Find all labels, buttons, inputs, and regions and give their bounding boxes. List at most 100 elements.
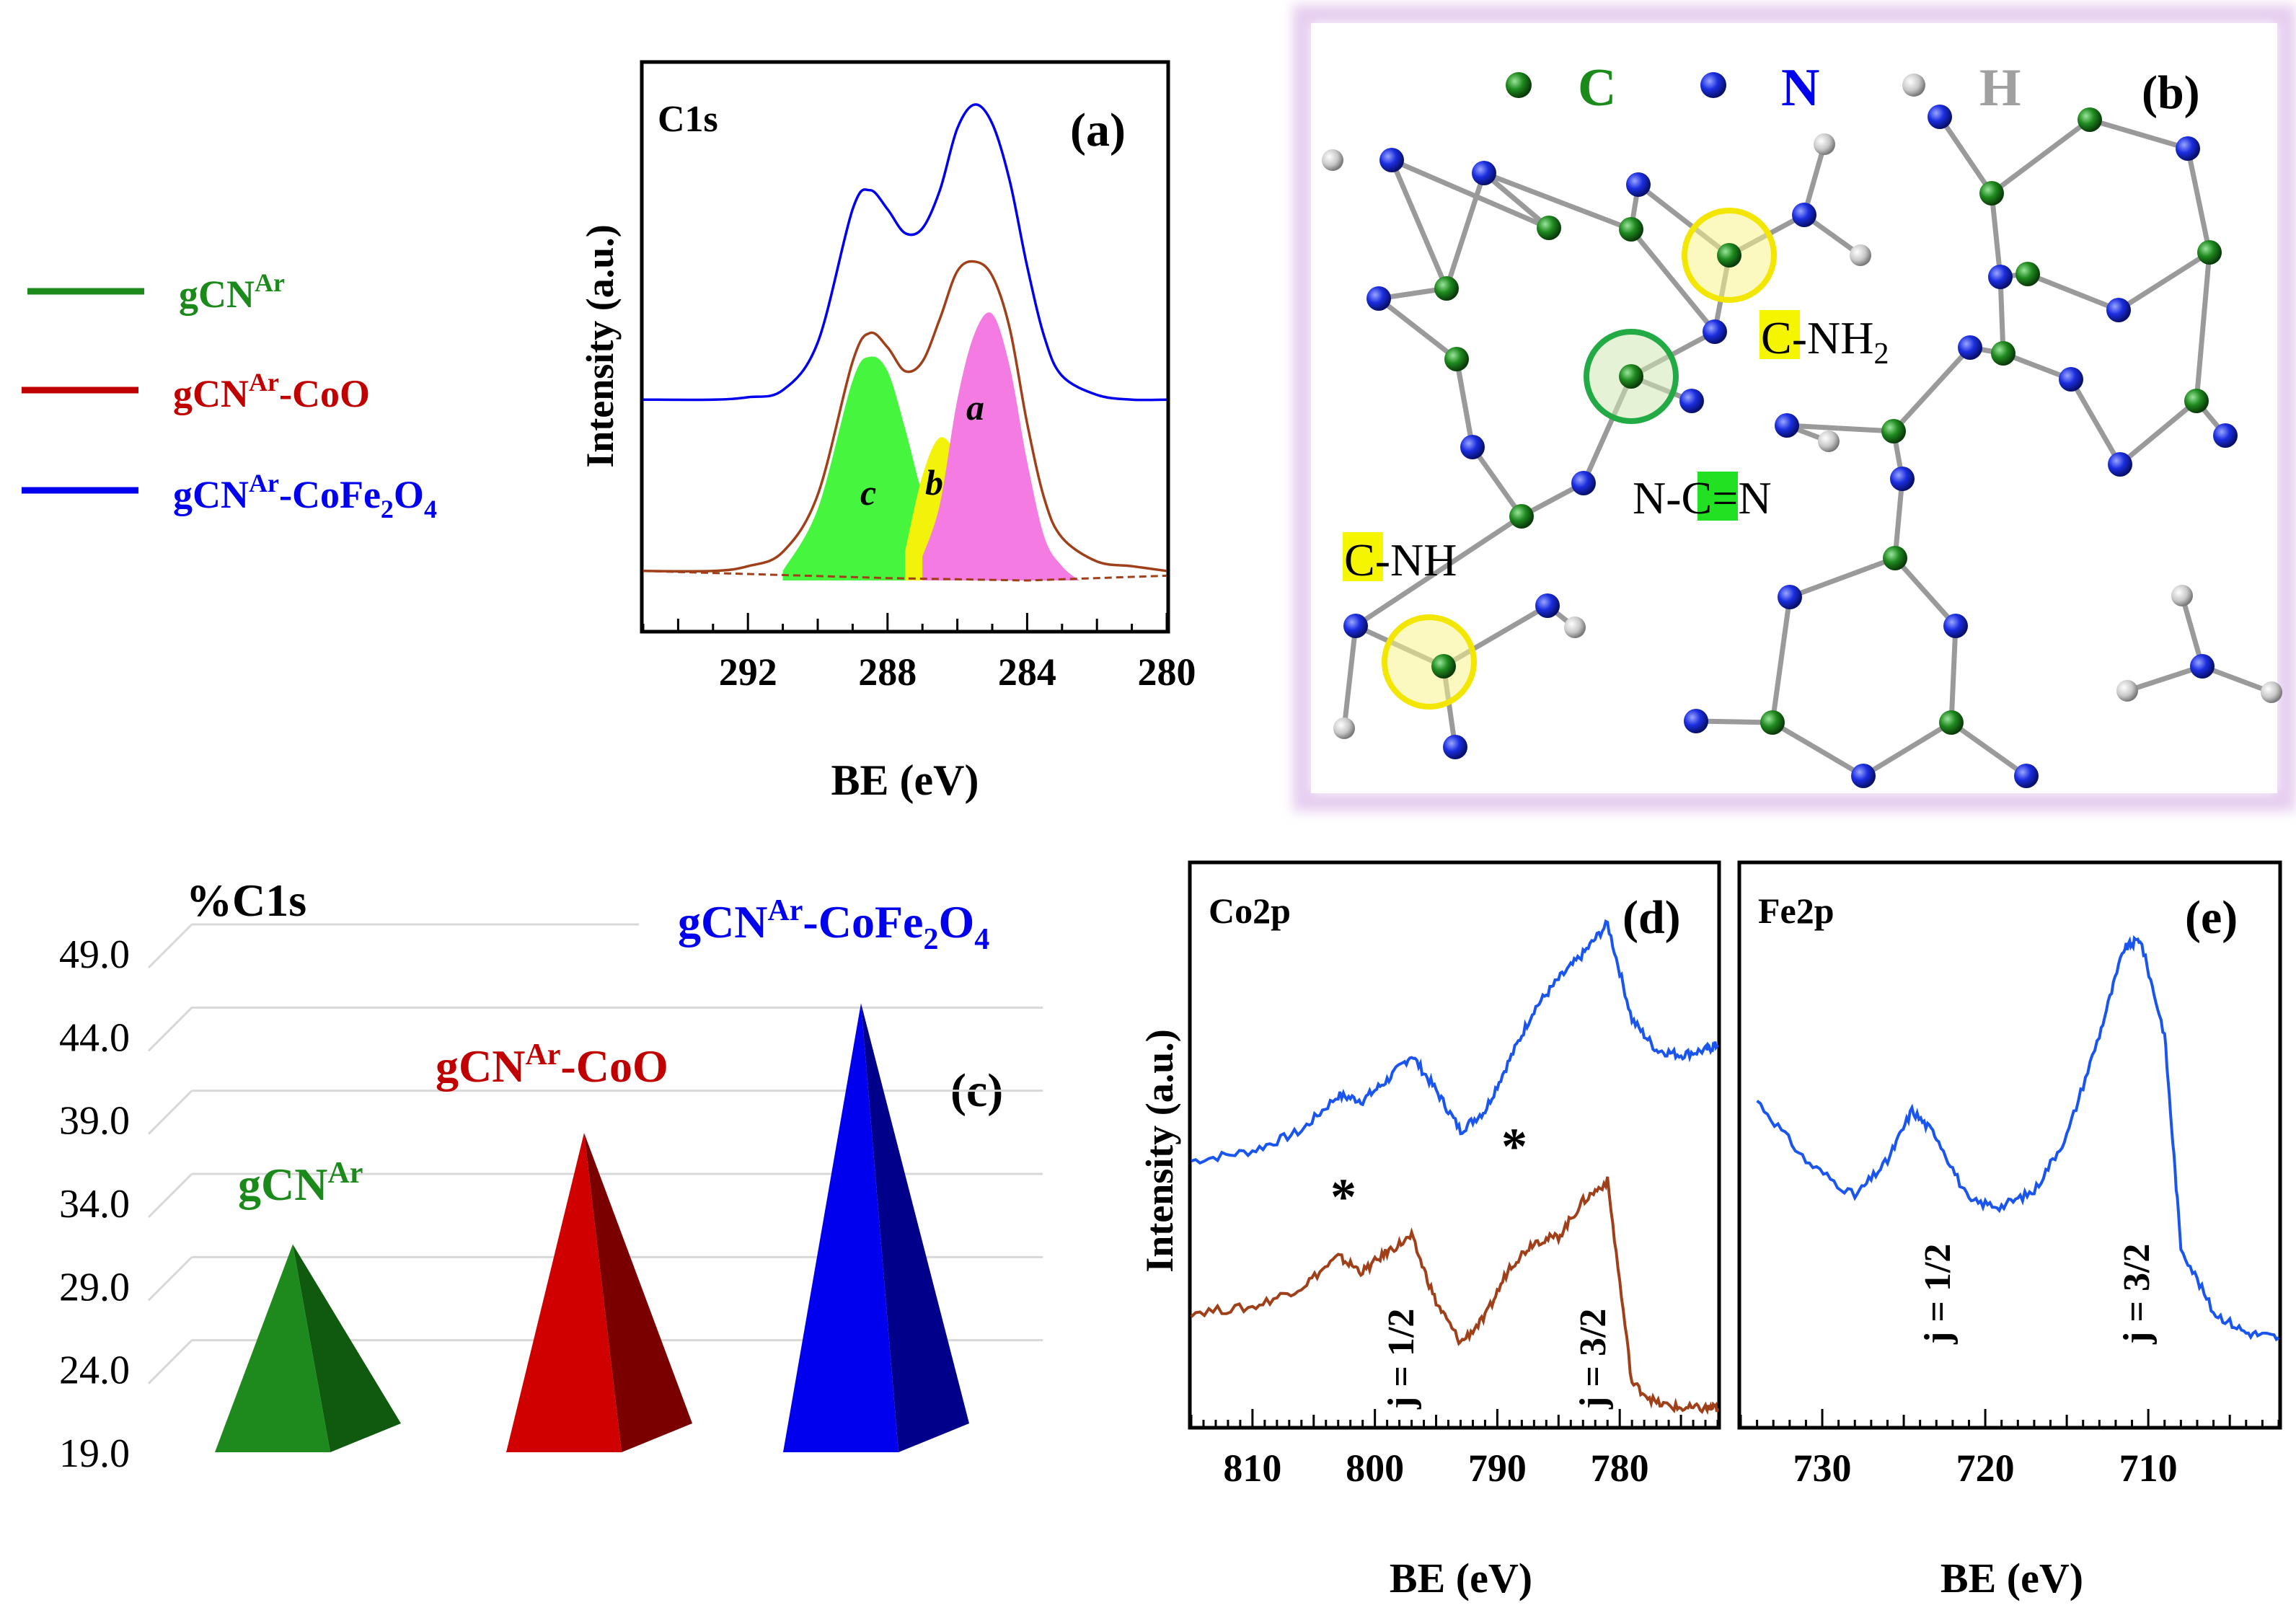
panel-a-ylabel: Intensity (a.u.) — [578, 224, 622, 468]
nitrogen-atom — [1571, 471, 1596, 495]
bar-front-face — [215, 1244, 330, 1452]
bond — [1341, 623, 1359, 731]
nitrogen-atom — [1379, 148, 1404, 172]
svg-text:N-C=N: N-C=N — [1633, 472, 1772, 524]
carbon-atom — [1537, 216, 1561, 240]
bond — [1770, 720, 1866, 779]
nitrogen-atom — [1703, 319, 1727, 344]
panel-a-xlabel: BE (eV) — [831, 756, 979, 804]
panel-e-xlabel: BE (eV) — [1940, 1555, 2083, 1602]
y-tick-label: 34.0 — [59, 1182, 130, 1227]
panel-a: C1s (a) Intensity (a.u.) 292 288 284 280 BE… — [578, 60, 1196, 804]
series-line-gcn-cofe2o4 — [1191, 919, 1719, 1165]
panel-c-bars — [215, 1003, 969, 1452]
hydrogen-atom — [1818, 430, 1840, 452]
bond — [1892, 555, 1959, 629]
bar-gcn-coo — [506, 1133, 692, 1452]
legend-label-gcn-cofe2o4: gCNAr-CoFe2O4 — [173, 469, 437, 524]
satellite-star-2: * — [1501, 1118, 1527, 1175]
hydrogen-atom — [1333, 717, 1355, 739]
panel-d-plot-area — [1190, 919, 1719, 1415]
label-c-nh2: C-NH2 — [1759, 310, 1889, 371]
legend-nitrogen-label: N — [1781, 58, 1819, 118]
carbon-atom — [1509, 504, 1534, 529]
bond — [1481, 170, 1552, 231]
panel-e-minor-ticks — [1739, 1409, 2280, 1428]
x-tick-label: 710 — [2119, 1446, 2178, 1490]
x-tick-label: 800 — [1346, 1446, 1404, 1490]
hydrogen-atom — [2171, 585, 2193, 606]
series-line-gcn-coo — [1190, 1176, 1719, 1415]
carbon-atom — [1619, 217, 1643, 242]
bond — [1860, 720, 1954, 779]
carbon-atom — [1883, 546, 1907, 570]
bond — [2068, 376, 2123, 467]
legend-hydrogen-atom-icon — [1902, 74, 1925, 97]
bond — [1444, 170, 1487, 291]
nitrogen-atom — [2014, 764, 2039, 788]
legend-nitrogen-atom-icon — [1700, 72, 1726, 98]
bond — [1389, 157, 1552, 231]
label-n-c-n: N-C=N — [1633, 472, 1772, 524]
hydrogen-atom — [1564, 617, 1586, 638]
panel-b-tag: (b) — [2142, 66, 2200, 119]
carbon-atom — [1431, 654, 1456, 679]
bond — [1892, 476, 1905, 561]
nitrogen-atom — [1472, 161, 1496, 185]
bar-gcn — [215, 1244, 401, 1452]
nitrogen-atom — [2108, 452, 2132, 477]
carbon-atom — [2184, 389, 2209, 413]
bond — [1937, 114, 1995, 196]
hydrogen-atom — [2116, 680, 2138, 702]
gridline-depth — [147, 1172, 193, 1219]
panel-e-tick-labels: 730 720 710 — [1793, 1446, 2178, 1490]
carbon-atom — [1717, 243, 1741, 268]
peak-component-c — [782, 356, 992, 580]
nitrogen-atom — [1775, 413, 1799, 438]
nitrogen-atom — [1890, 467, 1915, 491]
bond — [2117, 398, 2199, 467]
bond — [1389, 157, 1449, 291]
nitrogen-atom — [2213, 423, 2238, 448]
panel-e: Fe2p (e) 730 720 710 BE (eV) j = 1/2 j = 3… — [1737, 860, 2282, 1602]
panel-d-j-half: j = 1/2 — [1381, 1309, 1422, 1410]
panel-c: %C1s (c) 49.044.039.034.029.024.019.0 gC… — [59, 875, 1043, 1476]
y-tick-label: 44.0 — [59, 1015, 130, 1060]
panel-b-legend: C N H — [1506, 58, 2021, 118]
legend-carbon-atom-icon — [1506, 72, 1532, 98]
panel-e-j-three-half: j = 3/2 — [2116, 1244, 2158, 1345]
legend-carbon-label: C — [1578, 58, 1616, 118]
nitrogen-atom — [1958, 335, 1982, 360]
y-tick-label: 24.0 — [59, 1348, 130, 1393]
panel-e-j-half: j = 1/2 — [1917, 1244, 1959, 1345]
carbon-atom — [1434, 276, 1459, 301]
nitrogen-atom — [1366, 286, 1391, 311]
legend: gCNAr gCNAr-CoO gCNAr-CoFe2O4 — [22, 268, 437, 524]
carbon-atom — [1619, 364, 1643, 389]
molecule-atoms — [1322, 105, 2282, 788]
nitrogen-atom — [2059, 367, 2083, 392]
panel-d-tag: (d) — [1622, 891, 1681, 944]
bar-side-face — [293, 1244, 401, 1452]
nitrogen-atom — [1988, 265, 2013, 289]
carbon-atom — [1881, 419, 1906, 443]
bar-label-gcn: gCNAr — [238, 1157, 363, 1210]
peak-label-b: b — [925, 462, 943, 503]
hydrogen-atom — [1850, 244, 1871, 266]
carbon-atom — [1444, 347, 1469, 371]
svg-text:C-NH2: C-NH2 — [1761, 312, 1889, 371]
bond — [1628, 226, 1718, 335]
bond — [2116, 249, 2212, 313]
panel-d-minor-ticks — [1190, 1409, 1719, 1428]
bar-side-face — [584, 1133, 692, 1452]
nitrogen-atom — [2190, 654, 2215, 679]
bond — [2025, 271, 2121, 313]
panel-e-title: Fe2p — [1758, 891, 1834, 931]
series-line-gcn-cofe2o4 — [1756, 935, 2280, 1342]
nitrogen-atom — [2106, 298, 2131, 322]
highlight-c-nh — [1382, 614, 1477, 710]
peak-label-c: c — [860, 472, 876, 513]
panel-a-plot-area — [643, 103, 1167, 582]
panel-e-frame — [1737, 860, 2282, 1430]
baseline — [643, 570, 1167, 582]
